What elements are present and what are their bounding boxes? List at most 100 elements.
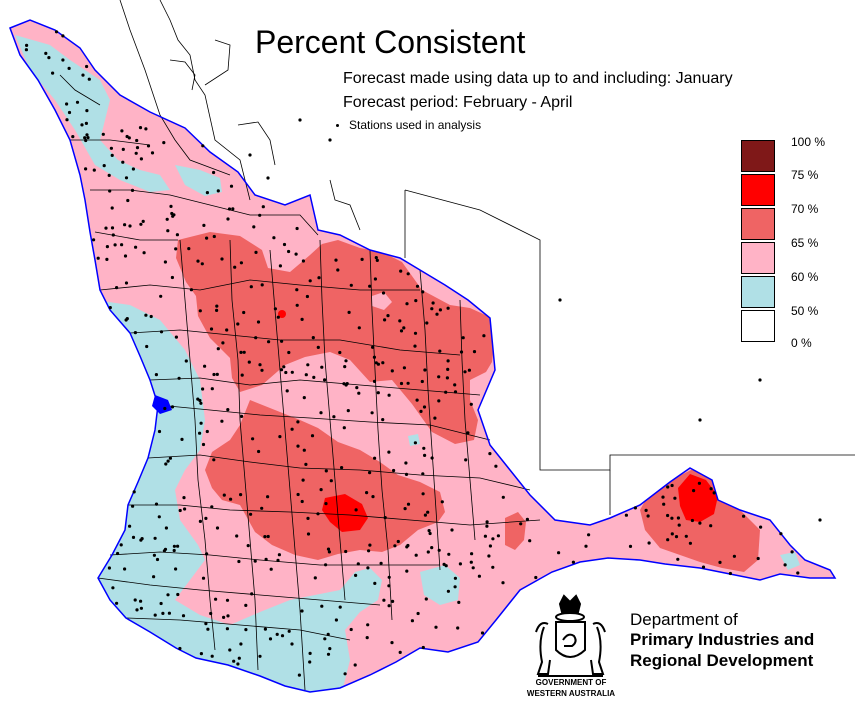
station-marker — [65, 118, 69, 122]
station-marker — [140, 537, 144, 541]
station-marker — [210, 387, 214, 391]
station-marker — [264, 557, 268, 562]
station-marker — [446, 359, 450, 363]
station-marker — [159, 601, 163, 606]
station-marker — [163, 406, 167, 411]
station-marker — [670, 516, 674, 520]
station-marker — [732, 554, 737, 558]
station-marker — [467, 368, 471, 372]
station-marker — [205, 429, 209, 434]
station-marker — [296, 420, 300, 424]
station-marker — [344, 549, 348, 554]
station-marker — [183, 507, 187, 511]
station-marker — [142, 251, 146, 255]
station-marker — [199, 401, 203, 405]
station-marker — [253, 559, 257, 563]
station-marker — [111, 233, 115, 237]
station-marker — [698, 418, 702, 422]
station-marker — [470, 552, 474, 556]
station-marker — [469, 560, 473, 564]
station-marker — [709, 524, 713, 528]
station-marker — [338, 605, 342, 609]
station-marker — [483, 534, 487, 538]
station-marker — [374, 361, 378, 365]
station-marker — [278, 264, 282, 268]
legend-swatch-70-75 — [741, 174, 775, 206]
station-marker — [404, 472, 409, 476]
forecast-period-text: Forecast period: February - April — [343, 94, 573, 111]
station-marker — [326, 652, 331, 656]
station-marker — [423, 368, 427, 372]
station-marker — [376, 391, 380, 395]
station-marker — [67, 110, 72, 115]
station-marker — [287, 629, 291, 633]
station-marker — [313, 576, 317, 580]
station-marker — [115, 601, 119, 605]
station-marker — [154, 502, 159, 506]
station-marker — [431, 301, 435, 305]
station-marker — [166, 229, 170, 233]
station-marker — [421, 645, 425, 650]
station-marker — [268, 637, 273, 641]
station-marker — [343, 672, 347, 676]
station-marker — [123, 567, 127, 571]
station-marker — [447, 552, 451, 556]
station-marker — [709, 487, 713, 491]
station-marker — [225, 328, 229, 332]
station-marker — [557, 551, 561, 555]
station-marker — [139, 222, 143, 226]
station-marker — [320, 365, 324, 369]
station-marker — [135, 138, 139, 143]
station-marker — [141, 219, 145, 223]
station-marker — [24, 48, 28, 52]
station-marker — [209, 611, 213, 616]
station-marker — [386, 314, 390, 318]
station-marker — [430, 307, 434, 311]
station-marker — [304, 462, 308, 466]
station-marker — [670, 483, 674, 488]
station-marker — [756, 556, 760, 561]
station-marker — [365, 491, 369, 495]
government-logo: GOVERNMENT OF WESTERN AUSTRALIA Departme… — [512, 590, 852, 715]
station-marker — [471, 566, 475, 570]
station-marker — [130, 188, 135, 192]
station-marker — [235, 534, 239, 538]
station-marker — [402, 326, 406, 330]
station-marker — [485, 520, 489, 524]
station-marker — [166, 459, 170, 463]
station-marker — [487, 554, 491, 558]
station-marker — [684, 534, 688, 538]
station-marker — [437, 548, 441, 552]
station-marker — [347, 310, 351, 314]
station-marker — [184, 359, 188, 363]
station-marker — [368, 471, 372, 475]
station-marker — [456, 626, 460, 630]
station-marker — [398, 319, 402, 323]
station-marker — [239, 261, 243, 265]
station-marker — [174, 247, 178, 251]
station-marker — [416, 611, 420, 616]
station-marker — [266, 495, 270, 499]
station-marker — [225, 598, 230, 602]
legend-label: 65 % — [791, 236, 819, 250]
station-marker — [666, 485, 670, 489]
station-marker — [216, 347, 220, 351]
station-marker — [453, 585, 457, 589]
station-marker — [534, 575, 538, 580]
station-marker — [146, 144, 151, 148]
station-marker — [280, 339, 284, 343]
station-marker — [119, 543, 123, 547]
station-marker — [84, 138, 88, 143]
station-marker — [434, 625, 438, 629]
station-marker — [167, 611, 171, 615]
station-marker — [101, 132, 105, 136]
station-marker — [501, 581, 505, 585]
station-marker — [410, 619, 414, 623]
station-marker — [256, 320, 261, 324]
station-marker — [92, 238, 96, 242]
station-marker — [162, 141, 166, 145]
station-marker — [323, 378, 327, 382]
station-marker — [260, 506, 264, 510]
station-marker — [96, 256, 100, 260]
